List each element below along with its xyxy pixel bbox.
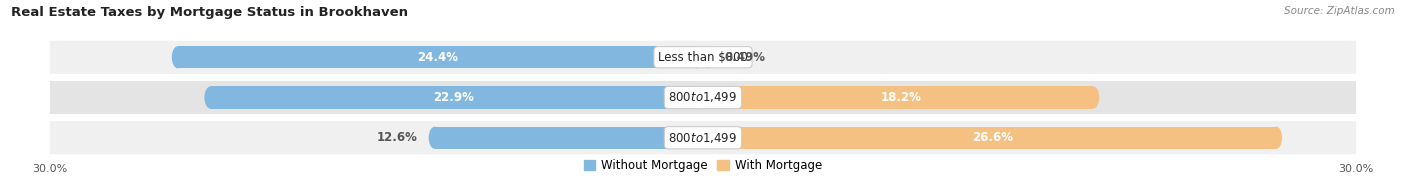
FancyBboxPatch shape	[49, 121, 1357, 154]
Bar	[709, 86, 1094, 109]
Legend: Without Mortgage, With Mortgage: Without Mortgage, With Mortgage	[579, 154, 827, 176]
Ellipse shape	[204, 86, 217, 109]
Ellipse shape	[1087, 86, 1099, 109]
Text: 12.6%: 12.6%	[377, 131, 418, 144]
Ellipse shape	[703, 127, 716, 149]
FancyBboxPatch shape	[49, 41, 1357, 74]
Bar	[59, 41, 1347, 74]
Ellipse shape	[703, 46, 716, 68]
Ellipse shape	[702, 46, 714, 68]
Ellipse shape	[690, 46, 703, 68]
Bar	[59, 121, 1347, 154]
Text: Real Estate Taxes by Mortgage Status in Brookhaven: Real Estate Taxes by Mortgage Status in …	[11, 6, 408, 19]
Bar	[211, 86, 697, 109]
Text: 22.9%: 22.9%	[433, 91, 474, 104]
FancyBboxPatch shape	[49, 81, 1357, 114]
Ellipse shape	[690, 86, 703, 109]
Ellipse shape	[429, 127, 440, 149]
Text: 0.49%: 0.49%	[724, 51, 765, 64]
Bar	[434, 127, 697, 149]
Ellipse shape	[703, 86, 716, 109]
Bar	[177, 46, 697, 68]
Text: Source: ZipAtlas.com: Source: ZipAtlas.com	[1284, 6, 1395, 16]
Text: $800 to $1,499: $800 to $1,499	[668, 90, 738, 105]
Ellipse shape	[1339, 81, 1357, 114]
Text: 26.6%: 26.6%	[972, 131, 1014, 144]
Ellipse shape	[49, 41, 67, 74]
Text: Less than $800: Less than $800	[658, 51, 748, 64]
Ellipse shape	[1339, 41, 1357, 74]
Ellipse shape	[1339, 121, 1357, 154]
Text: 24.4%: 24.4%	[418, 51, 458, 64]
Text: 18.2%: 18.2%	[880, 91, 921, 104]
Ellipse shape	[172, 46, 184, 68]
Bar	[709, 127, 1277, 149]
Bar	[59, 81, 1347, 114]
Ellipse shape	[49, 121, 67, 154]
Text: $800 to $1,499: $800 to $1,499	[668, 131, 738, 145]
Ellipse shape	[690, 127, 703, 149]
Ellipse shape	[49, 81, 67, 114]
Ellipse shape	[1270, 127, 1282, 149]
